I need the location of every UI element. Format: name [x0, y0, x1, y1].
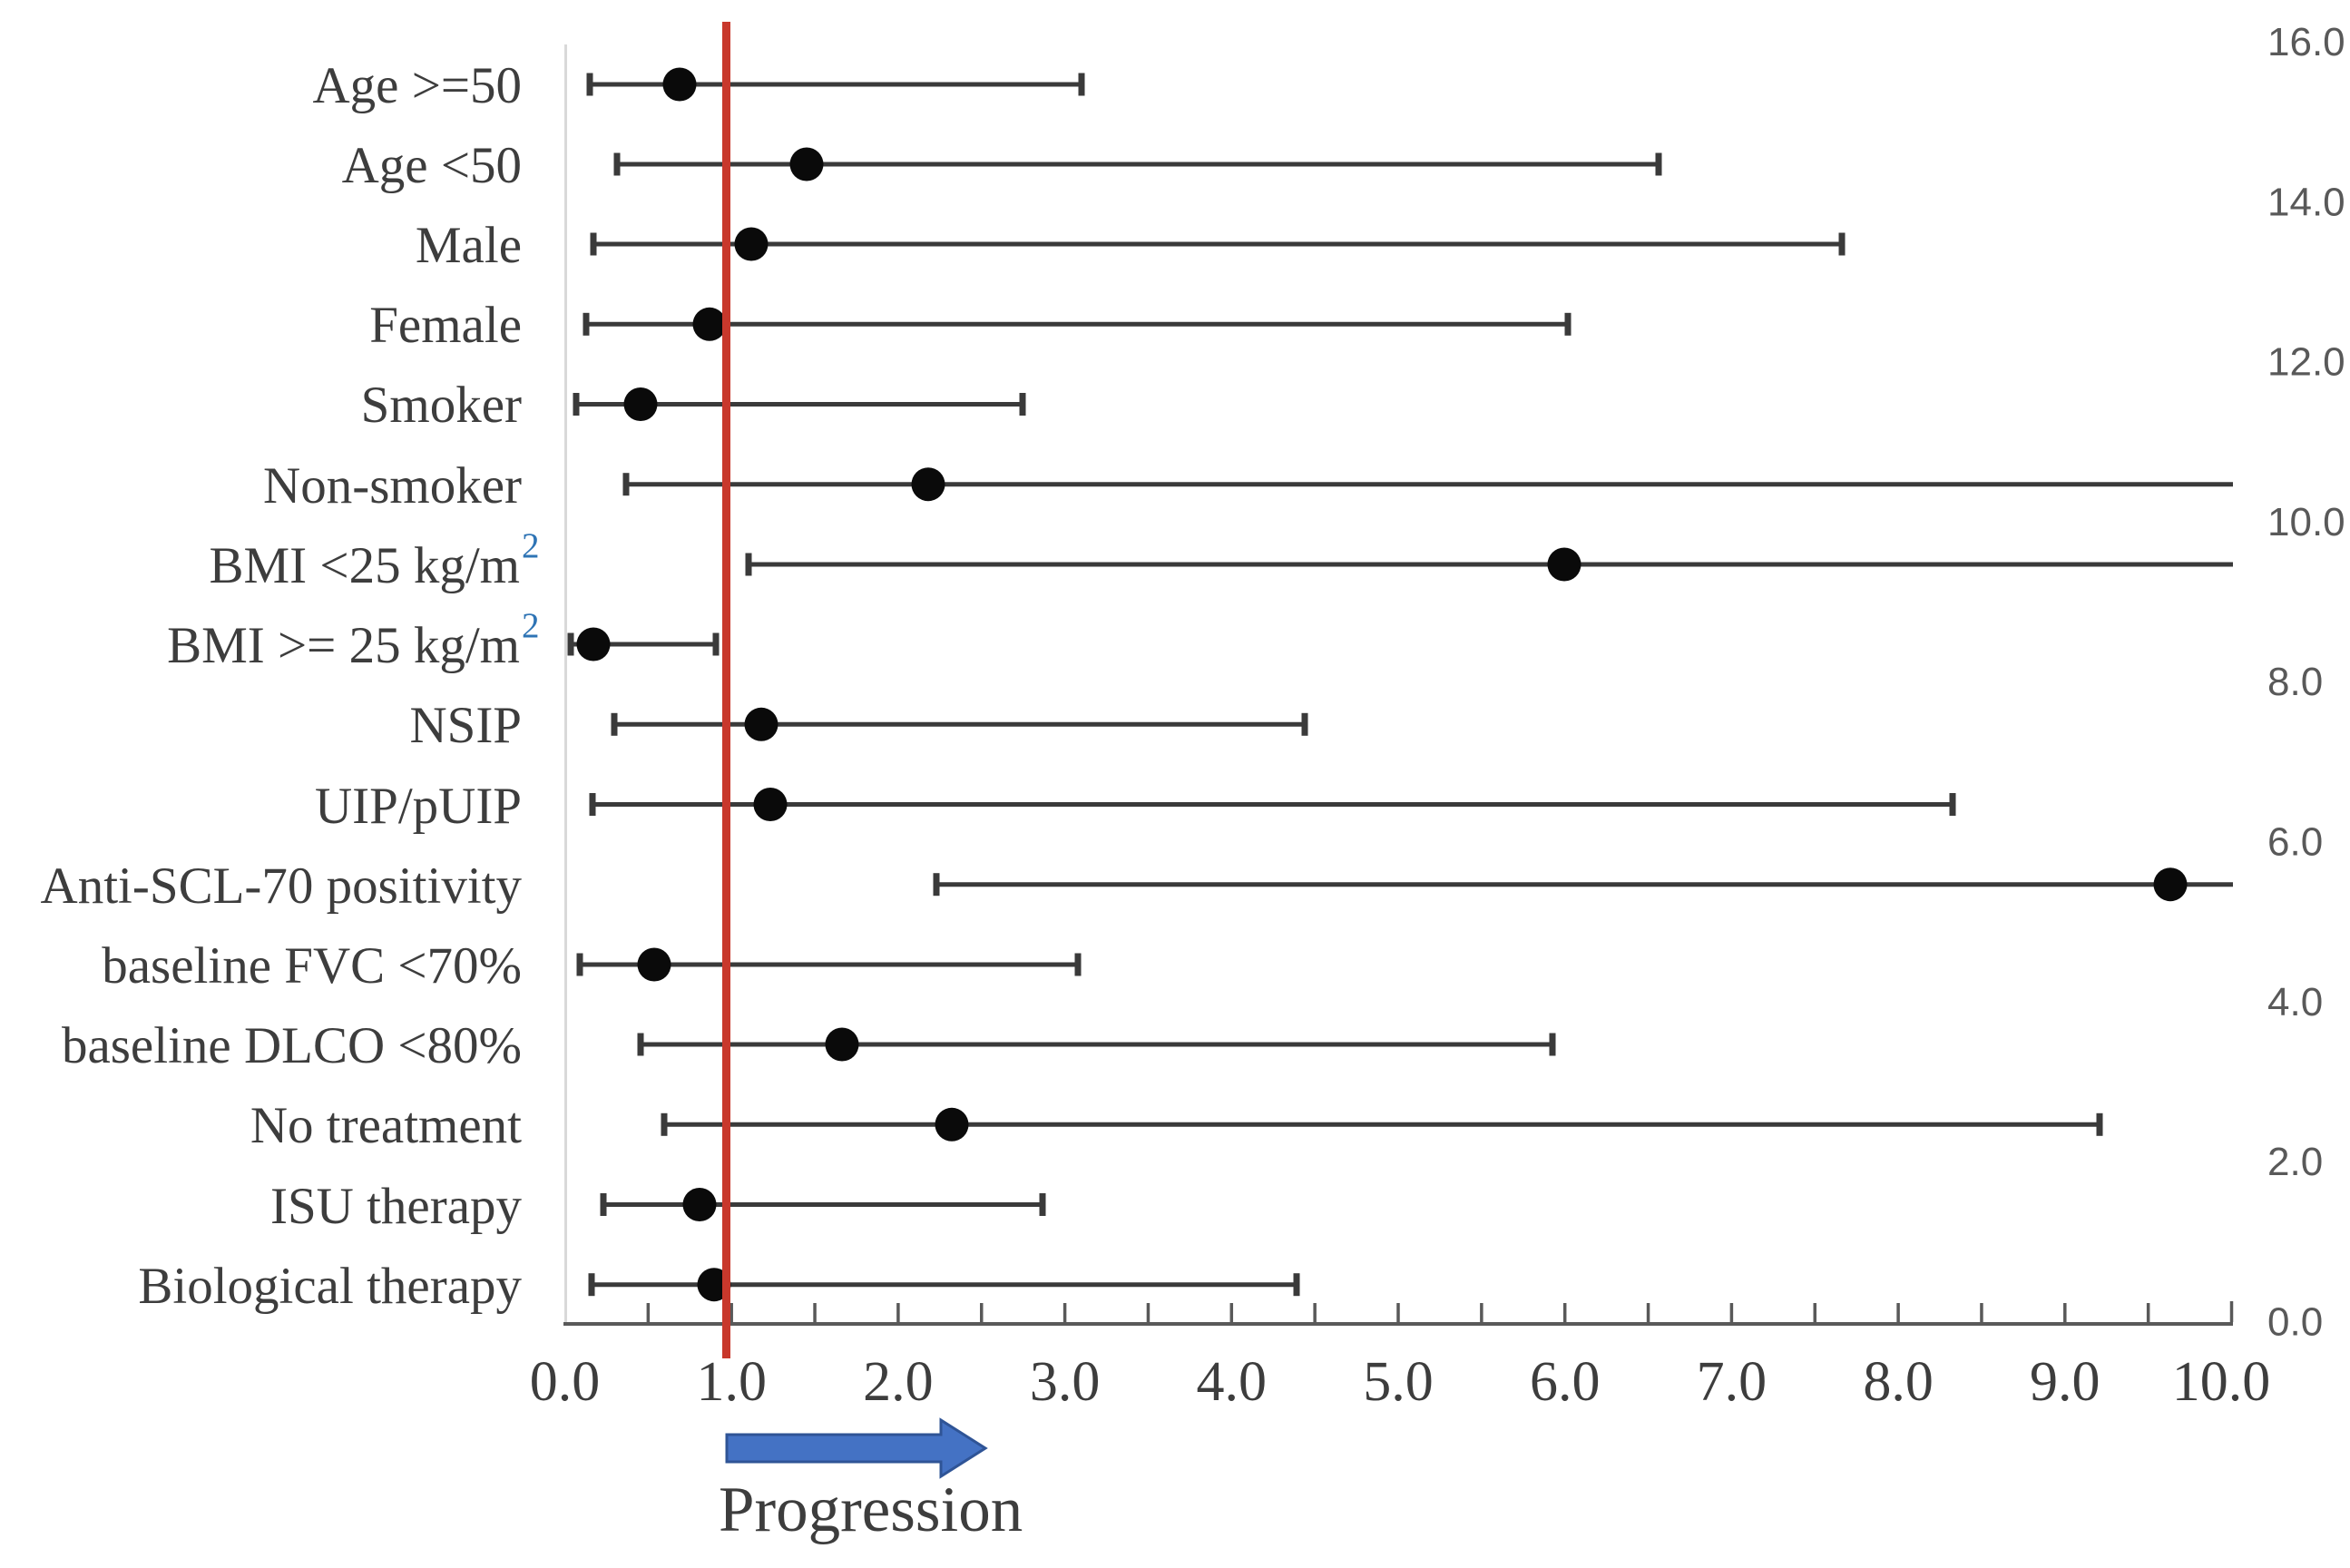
svg-text:16.0: 16.0 — [2267, 20, 2345, 64]
svg-text:Male: Male — [416, 217, 522, 274]
svg-text:8.0: 8.0 — [2267, 660, 2323, 704]
svg-text:2.0: 2.0 — [863, 1351, 934, 1413]
svg-text:Age <50: Age <50 — [342, 137, 522, 194]
svg-text:8.0: 8.0 — [1863, 1351, 1934, 1413]
svg-text:7.0: 7.0 — [1697, 1351, 1767, 1413]
svg-text:Age >=50: Age >=50 — [312, 57, 522, 114]
svg-text:BMI >= 25 kg/m: BMI >= 25 kg/m — [167, 617, 520, 674]
svg-text:NSIP: NSIP — [409, 697, 522, 754]
svg-text:6.0: 6.0 — [1530, 1351, 1601, 1413]
svg-text:2.0: 2.0 — [2267, 1140, 2323, 1184]
svg-text:6.0: 6.0 — [2267, 820, 2323, 865]
svg-text:Female: Female — [369, 297, 522, 354]
svg-text:baseline DLCO <80%: baseline DLCO <80% — [62, 1017, 522, 1074]
svg-text:Non-smoker: Non-smoker — [263, 457, 522, 514]
svg-text:10.0: 10.0 — [2267, 500, 2345, 544]
svg-text:2: 2 — [522, 526, 540, 565]
svg-text:No treatment: No treatment — [250, 1097, 522, 1154]
svg-text:UIP/pUIP: UIP/pUIP — [315, 778, 522, 835]
svg-text:4.0: 4.0 — [2267, 980, 2323, 1024]
svg-text:baseline FVC <70%: baseline FVC <70% — [102, 937, 522, 995]
svg-text:Progression: Progression — [719, 1475, 1023, 1545]
svg-text:10.0: 10.0 — [2172, 1351, 2271, 1413]
svg-text:BMI <25 kg/m: BMI <25 kg/m — [209, 537, 520, 594]
svg-text:14.0: 14.0 — [2267, 180, 2345, 224]
svg-text:2: 2 — [522, 606, 540, 645]
svg-text:5.0: 5.0 — [1363, 1351, 1434, 1413]
svg-text:4.0: 4.0 — [1197, 1351, 1268, 1413]
svg-text:1.0: 1.0 — [696, 1351, 767, 1413]
svg-text:Anti-SCL-70 positivity: Anti-SCL-70 positivity — [41, 858, 523, 915]
svg-text:Smoker: Smoker — [361, 377, 522, 434]
svg-text:ISU therapy: ISU therapy — [270, 1178, 523, 1235]
svg-text:0.0: 0.0 — [2267, 1299, 2323, 1344]
svg-text:9.0: 9.0 — [2030, 1351, 2100, 1413]
svg-text:3.0: 3.0 — [1030, 1351, 1101, 1413]
svg-text:0.0: 0.0 — [530, 1351, 601, 1413]
svg-text:12.0: 12.0 — [2267, 340, 2345, 385]
svg-text:Biological therapy: Biological therapy — [138, 1258, 522, 1315]
